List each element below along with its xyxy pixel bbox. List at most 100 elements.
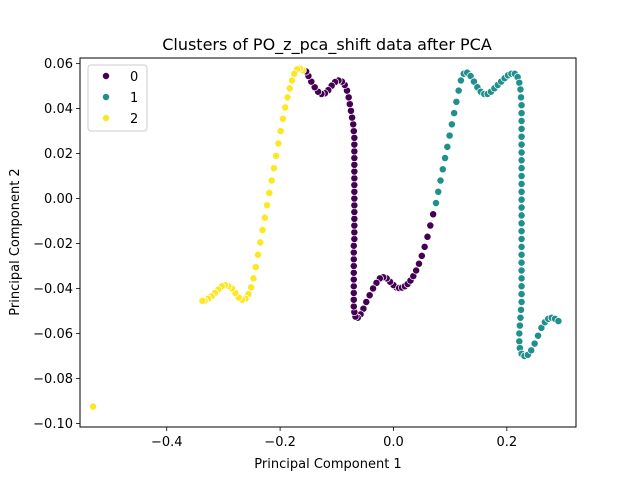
point-s1-69	[534, 331, 542, 340]
legend-marker-2	[102, 114, 110, 122]
plot-frame	[79, 57, 577, 428]
point-s1-62	[515, 337, 524, 346]
point-s1-2	[436, 176, 445, 185]
point-s1-44	[517, 195, 526, 204]
point-s2-16	[260, 213, 269, 222]
point-s0-26	[350, 228, 359, 237]
point-s0-43	[348, 113, 357, 122]
point-s1-34	[517, 117, 526, 125]
x-axis-label: Principal Component 1	[254, 457, 401, 472]
point-s1-75	[554, 317, 563, 326]
point-s1-57	[517, 298, 526, 306]
point-s1-33	[517, 109, 526, 118]
point-s0-35	[350, 167, 359, 176]
point-s2-9	[276, 127, 285, 136]
y-tick-label: 0.06	[44, 57, 73, 72]
point-s0-72	[426, 221, 435, 230]
series-1	[432, 68, 563, 360]
point-s1-40	[517, 164, 526, 173]
point-s1-39	[517, 156, 526, 165]
point-s1-41	[517, 172, 526, 180]
point-s2-7	[281, 103, 290, 112]
point-s1-36	[517, 132, 526, 141]
point-s2-8	[278, 114, 287, 123]
point-s2-13	[267, 176, 276, 185]
point-s2-3	[290, 69, 299, 78]
point-s1-32	[517, 101, 526, 110]
legend-marker-0	[102, 72, 110, 80]
point-s2-10	[274, 139, 283, 148]
point-s0-67	[412, 266, 421, 275]
point-s0-73	[429, 210, 438, 219]
point-s1-45	[517, 203, 526, 212]
plot-area	[80, 58, 576, 427]
y-axis-label: Principal Component 2	[8, 168, 23, 315]
point-s0-40	[350, 133, 359, 142]
point-s0-18	[349, 282, 358, 291]
point-s0-42	[349, 120, 358, 129]
point-s1-47	[517, 219, 526, 228]
chart-title: Clusters of PO_z_pca_shift data after PC…	[162, 35, 492, 55]
point-s0-30	[350, 201, 359, 210]
point-s1-6	[445, 131, 454, 140]
point-s1-30	[516, 85, 525, 94]
point-s1-35	[517, 124, 526, 133]
point-s0-37	[350, 154, 359, 163]
point-s0-15	[349, 302, 358, 311]
x-tick-label: 0.2	[496, 435, 517, 450]
point-s0-39	[350, 140, 359, 149]
point-s1-49	[517, 235, 526, 243]
point-s0-27	[350, 221, 359, 230]
point-s1-38	[517, 148, 526, 157]
point-s1-29	[515, 78, 524, 87]
point-s1-51	[517, 250, 526, 259]
point-s1-37	[517, 140, 526, 149]
point-s2-6	[283, 93, 292, 102]
y-tick-label: 0.04	[44, 102, 73, 117]
point-s0-69	[417, 251, 426, 260]
point-s1-4	[441, 154, 450, 163]
point-s0-34	[350, 174, 359, 183]
point-s1-67	[527, 346, 536, 355]
point-s2-38	[89, 402, 97, 411]
point-s1-56	[517, 290, 526, 299]
point-s0-28	[350, 214, 359, 223]
point-s2-15	[263, 201, 272, 210]
point-s2-12	[269, 164, 278, 173]
point-s1-59	[516, 313, 525, 322]
point-s1-9	[452, 97, 461, 106]
point-s1-58	[517, 305, 525, 314]
point-s0-17	[349, 289, 358, 297]
y-axis-ticks: −0.10 −0.08 −0.06 −0.04 −0.02 0.00 0.02 0.04 0.0…	[33, 57, 80, 432]
point-s1-52	[517, 258, 526, 267]
point-s1-55	[517, 282, 526, 291]
point-s1-54	[517, 274, 526, 283]
point-s0-16	[349, 295, 358, 304]
point-s0-22	[349, 255, 358, 264]
point-s0-8	[365, 291, 374, 300]
point-s1-11	[456, 76, 465, 85]
point-s1-5	[443, 142, 452, 151]
point-s0-6	[372, 278, 381, 287]
point-s0-7	[369, 284, 378, 293]
y-tick-label: −0.02	[33, 237, 73, 252]
point-s2-22	[247, 283, 256, 292]
legend-label-2: 2	[130, 112, 138, 127]
point-s0-25	[350, 235, 359, 243]
legend-marker-1	[102, 93, 110, 101]
point-s1-31	[517, 93, 525, 102]
point-s2-37	[198, 296, 207, 305]
x-tick-label: 0.0	[383, 435, 404, 450]
series-0	[302, 67, 438, 322]
point-s0-41	[349, 127, 358, 136]
point-s2-19	[254, 250, 262, 259]
point-s0-38	[350, 147, 359, 156]
y-tick-label: −0.08	[33, 372, 73, 387]
point-s2-18	[256, 238, 265, 247]
point-s1-50	[517, 242, 526, 251]
y-tick-label: −0.06	[33, 327, 73, 342]
point-s1-61	[515, 329, 524, 338]
point-s2-21	[249, 274, 258, 283]
x-tick-label: −0.2	[264, 435, 296, 450]
point-s0-70	[420, 242, 429, 251]
